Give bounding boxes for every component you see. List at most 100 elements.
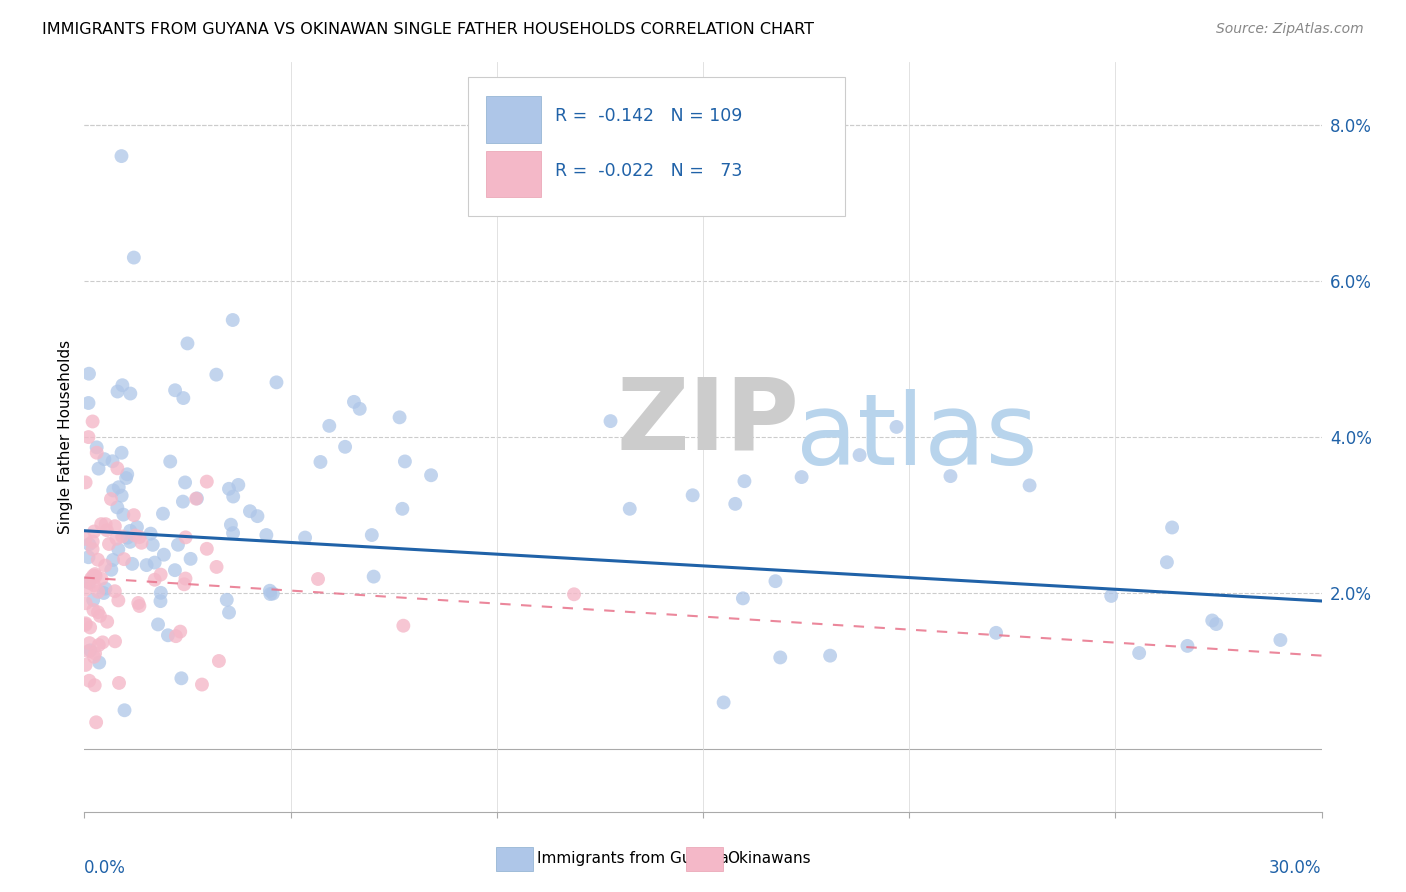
Text: ZIP: ZIP [616, 374, 799, 471]
Point [731, 591, 754, 606]
Point [169, 624, 191, 639]
Point [294, 531, 316, 545]
Text: 30.0%: 30.0% [1270, 858, 1322, 877]
Point [94, 582, 117, 596]
Point [1161, 520, 1184, 534]
Point [75, 657, 97, 672]
Point [131, 536, 153, 550]
Point [107, 593, 129, 607]
Point [333, 440, 356, 454]
Point [87, 461, 110, 475]
Point [388, 410, 411, 425]
Text: IMMIGRANTS FROM GUYANA VS OKINAWAN SINGLE FATHER HOUSEHOLDS CORRELATION CHART: IMMIGRANTS FROM GUYANA VS OKINAWAN SINGL… [42, 22, 814, 37]
Point [139, 526, 162, 541]
Point [117, 531, 139, 545]
Point [769, 650, 792, 665]
Point [1018, 478, 1040, 492]
Point [94, 517, 117, 532]
Point [90, 572, 112, 586]
Point [96, 523, 118, 537]
Point [360, 528, 382, 542]
Point [75, 616, 97, 631]
Point [184, 491, 207, 506]
Point [101, 483, 124, 498]
Point [173, 577, 195, 591]
Point [87, 638, 110, 652]
Point [172, 391, 194, 405]
Point [259, 587, 281, 601]
Point [165, 629, 187, 643]
Point [77, 575, 100, 590]
Point [191, 677, 214, 691]
Point [82, 603, 104, 617]
Point [818, 648, 841, 663]
Point [82, 593, 104, 607]
Point [1205, 617, 1227, 632]
Point [122, 251, 145, 265]
Point [77, 430, 100, 444]
Point [318, 418, 340, 433]
Point [733, 474, 755, 488]
Point [75, 532, 97, 546]
Point [562, 587, 585, 601]
Point [83, 524, 105, 539]
Point [174, 572, 197, 586]
Point [939, 469, 962, 483]
Y-axis label: Single Father Households: Single Father Households [58, 340, 73, 534]
Point [984, 625, 1007, 640]
Point [149, 567, 172, 582]
Point [765, 574, 787, 589]
Point [128, 599, 150, 613]
Text: atlas: atlas [796, 389, 1038, 485]
Point [195, 475, 218, 489]
Point [222, 313, 245, 327]
Point [110, 149, 132, 163]
Point [349, 401, 371, 416]
Point [167, 538, 190, 552]
Point [254, 528, 277, 542]
Point [104, 634, 127, 648]
FancyBboxPatch shape [486, 151, 541, 197]
Point [307, 572, 329, 586]
Point [101, 553, 124, 567]
Point [886, 420, 908, 434]
Point [82, 414, 104, 428]
Point [259, 583, 281, 598]
Point [83, 649, 105, 664]
Point [115, 471, 138, 485]
Point [143, 573, 166, 587]
Point [176, 336, 198, 351]
Point [77, 367, 100, 381]
Point [105, 500, 128, 515]
Point [107, 542, 129, 557]
Point [174, 475, 197, 490]
Point [87, 605, 110, 619]
Point [91, 635, 114, 649]
Point [111, 378, 134, 392]
Point [186, 491, 208, 506]
Point [218, 606, 240, 620]
Point [124, 528, 146, 542]
Point [1128, 646, 1150, 660]
Point [114, 703, 136, 717]
Point [120, 524, 142, 538]
Text: R =  -0.142   N = 109: R = -0.142 N = 109 [554, 107, 742, 126]
Point [619, 501, 641, 516]
Point [163, 563, 186, 577]
Text: Source: ZipAtlas.com: Source: ZipAtlas.com [1216, 22, 1364, 37]
Point [93, 452, 115, 467]
Point [82, 568, 104, 582]
Point [115, 467, 138, 482]
Point [75, 582, 97, 597]
Point [143, 556, 166, 570]
Point [121, 557, 143, 571]
Point [363, 569, 385, 583]
Point [120, 534, 142, 549]
Point [82, 542, 104, 557]
Point [75, 475, 97, 490]
Point [75, 596, 97, 610]
Point [1099, 589, 1122, 603]
Point [120, 386, 142, 401]
Point [1177, 639, 1199, 653]
Point [309, 455, 332, 469]
